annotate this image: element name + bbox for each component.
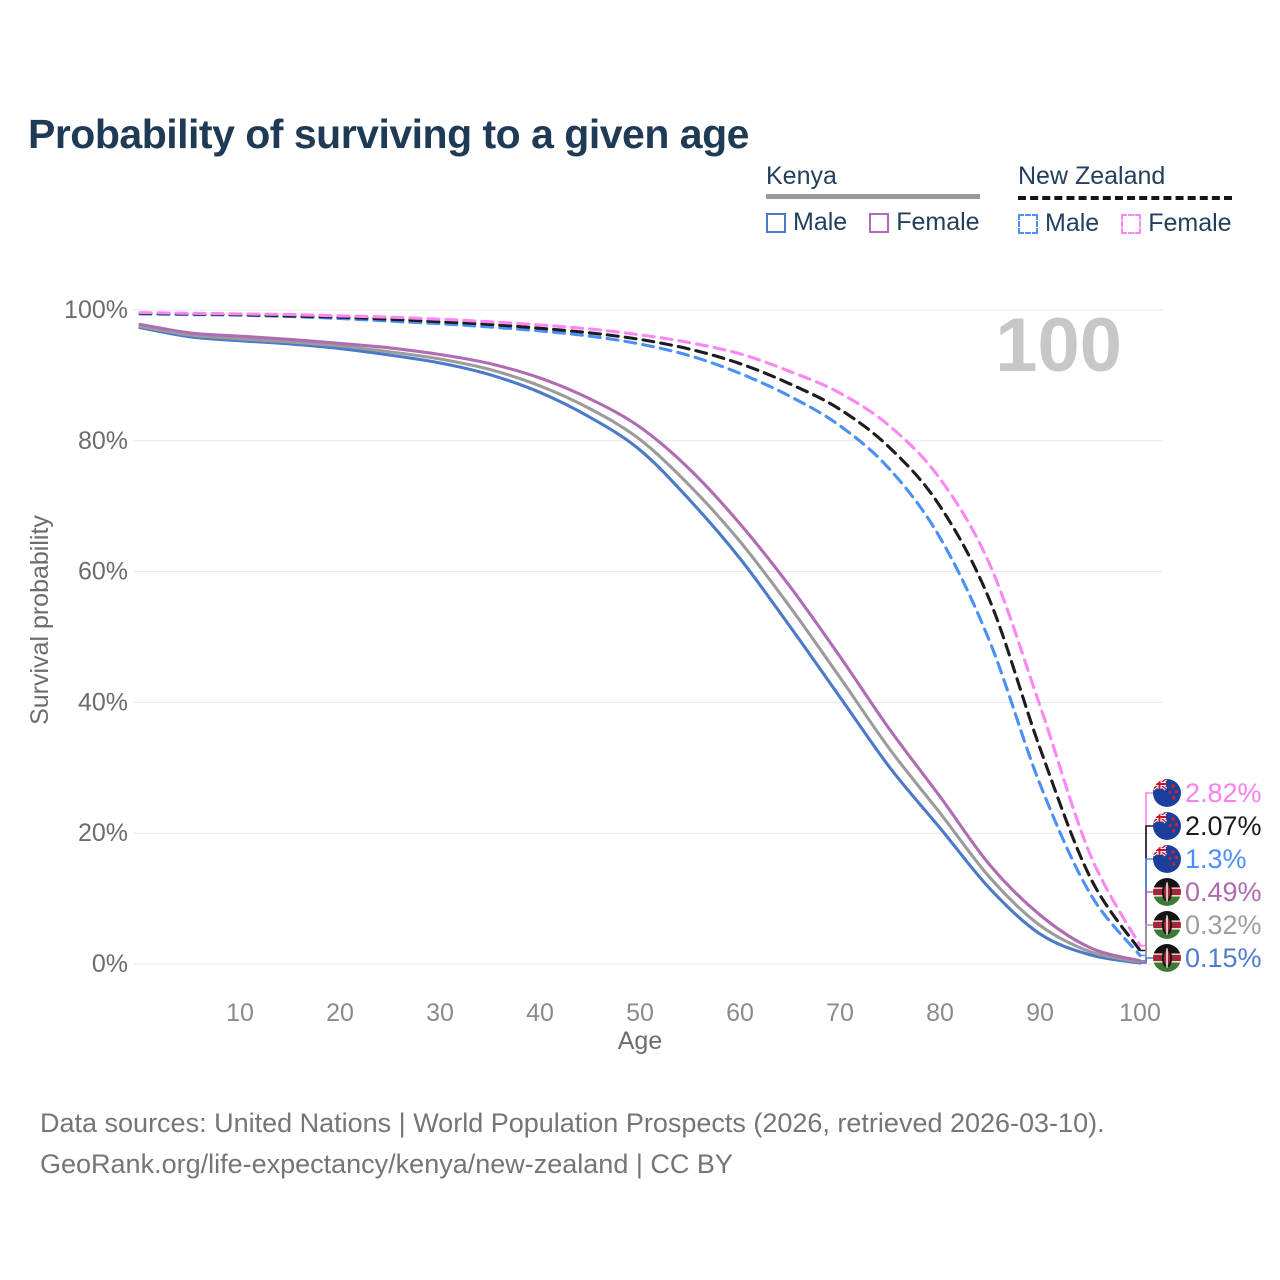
page-title: Probability of surviving to a given age	[28, 111, 749, 158]
legend-group-kenya: Kenya Male Female	[766, 162, 980, 237]
end-value-kenya-female: 0.49%	[1185, 877, 1262, 907]
kenya-flag-icon	[1153, 878, 1181, 906]
kenya-flag-icon	[1153, 944, 1181, 972]
legend-item-kenya-male[interactable]: Male	[766, 208, 847, 237]
x-axis-tick-labels: 10 20 30 40 50 60 70 80 90 100	[226, 999, 1161, 1027]
end-value-new-zealand-male: 1.3%	[1185, 844, 1247, 874]
x-tick-60: 60	[726, 999, 754, 1027]
y-tick-100%: 100%	[64, 296, 128, 324]
end-value-kenya: 0.32%	[1185, 910, 1262, 940]
x-tick-90: 90	[1026, 999, 1054, 1027]
end-value-new-zealand: 2.07%	[1185, 811, 1262, 841]
new-zealand-flag-icon	[1153, 845, 1181, 873]
y-axis-tick-labels: 0% 20% 40% 60% 80% 100%	[64, 296, 128, 978]
x-tick-100: 100	[1119, 999, 1161, 1027]
y-axis-title: Survival probability	[26, 515, 54, 725]
y-tick-0%: 0%	[92, 950, 128, 978]
gridlines	[133, 309, 1163, 965]
legend-item-new-zealand-male[interactable]: Male	[1018, 209, 1099, 238]
legend-item-new-zealand-female[interactable]: Female	[1121, 209, 1232, 238]
new-zealand-flag-icon	[1153, 812, 1181, 840]
x-tick-50: 50	[626, 999, 654, 1027]
new-zealand-female-label: Female	[1148, 209, 1232, 237]
series-line-new-zealand[interactable]	[138, 311, 1142, 953]
new-zealand-male-swatch	[1018, 213, 1038, 234]
series-line-new-zealand-male[interactable]	[138, 312, 1142, 958]
age-watermark: 100	[995, 303, 1122, 388]
y-tick-40%: 40%	[78, 688, 128, 716]
x-tick-80: 80	[926, 999, 954, 1027]
x-axis-title: Age	[618, 1027, 662, 1055]
x-tick-70: 70	[826, 999, 854, 1027]
x-tick-40: 40	[526, 999, 554, 1027]
footer: Data sources: United Nations | World Pop…	[40, 1103, 1105, 1185]
new-zealand-male-label: Male	[1045, 209, 1100, 237]
end-value-new-zealand-female: 2.82%	[1185, 778, 1262, 808]
kenya-male-label: Male	[793, 208, 848, 236]
y-tick-20%: 20%	[78, 819, 128, 847]
new-zealand-female-swatch	[1121, 213, 1142, 234]
leader-line-kenya-male	[1140, 957, 1153, 964]
series-line-kenya-male[interactable]	[138, 326, 1142, 965]
y-tick-80%: 80%	[78, 427, 128, 455]
kenya-female-swatch	[869, 212, 890, 233]
end-value-kenya-male: 0.15%	[1185, 943, 1262, 973]
y-tick-60%: 60%	[78, 558, 128, 586]
data-sources-line: Data sources: United Nations | World Pop…	[40, 1108, 1105, 1138]
kenya-male-swatch	[766, 212, 786, 233]
series-line-new-zealand-female[interactable]	[138, 311, 1142, 948]
kenya-combined-line-swatch	[766, 194, 980, 199]
x-tick-10: 10	[226, 999, 254, 1027]
series-line-kenya[interactable]	[138, 324, 1142, 964]
legend-country-new-zealand: New Zealand	[1018, 162, 1232, 200]
source-url-line[interactable]: GeoRank.org/life-expectancy/kenya/new-ze…	[40, 1149, 733, 1179]
series-line-kenya-female[interactable]	[138, 322, 1142, 963]
x-tick-20: 20	[326, 999, 354, 1027]
series-lines	[138, 311, 1142, 965]
legend-country-kenya-label: Kenya	[766, 162, 837, 190]
legend-country-new-zealand-label: New Zealand	[1018, 162, 1166, 190]
legend-country-kenya: Kenya	[766, 162, 980, 199]
x-tick-30: 30	[426, 999, 454, 1027]
end-value-labels: 2.82%2.07%1.3%0.49%0.32%0.15%	[1140, 778, 1262, 973]
leader-line-kenya	[1140, 924, 1153, 963]
kenya-flag-icon	[1153, 911, 1181, 939]
legend-group-new-zealand: New Zealand Male Female	[1018, 162, 1232, 238]
kenya-female-label: Female	[896, 208, 980, 236]
new-zealand-flag-icon	[1153, 779, 1181, 807]
new-zealand-combined-line-swatch	[1018, 196, 1232, 200]
legend-item-kenya-female[interactable]: Female	[869, 208, 980, 237]
